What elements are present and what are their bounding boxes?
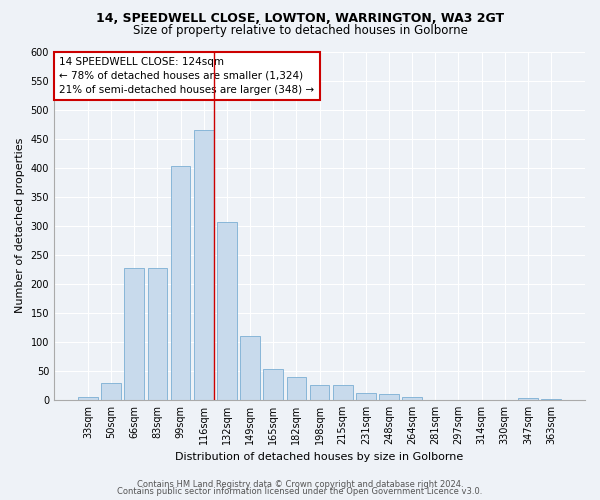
Text: 14, SPEEDWELL CLOSE, LOWTON, WARRINGTON, WA3 2GT: 14, SPEEDWELL CLOSE, LOWTON, WARRINGTON,… (96, 12, 504, 26)
Bar (356, 393, 376, 400)
Bar (240, 336, 260, 400)
Bar (101, 382, 121, 400)
X-axis label: Distribution of detached houses by size in Golborne: Distribution of detached houses by size … (175, 452, 464, 462)
Bar (124, 268, 144, 400)
Bar (287, 376, 306, 400)
Bar (518, 398, 538, 400)
Bar (171, 166, 190, 400)
Bar (402, 397, 422, 400)
Text: 14 SPEEDWELL CLOSE: 124sqm
← 78% of detached houses are smaller (1,324)
21% of s: 14 SPEEDWELL CLOSE: 124sqm ← 78% of deta… (59, 56, 314, 94)
Text: Contains public sector information licensed under the Open Government Licence v3: Contains public sector information licen… (118, 487, 482, 496)
Text: Contains HM Land Registry data © Crown copyright and database right 2024.: Contains HM Land Registry data © Crown c… (137, 480, 463, 489)
Bar (194, 130, 214, 400)
Bar (148, 268, 167, 400)
Bar (78, 397, 98, 400)
Bar (217, 222, 237, 400)
Bar (333, 386, 353, 400)
Bar (541, 399, 561, 400)
Bar (379, 394, 399, 400)
Bar (263, 369, 283, 400)
Bar (310, 386, 329, 400)
Y-axis label: Number of detached properties: Number of detached properties (15, 138, 25, 314)
Text: Size of property relative to detached houses in Golborne: Size of property relative to detached ho… (133, 24, 467, 37)
